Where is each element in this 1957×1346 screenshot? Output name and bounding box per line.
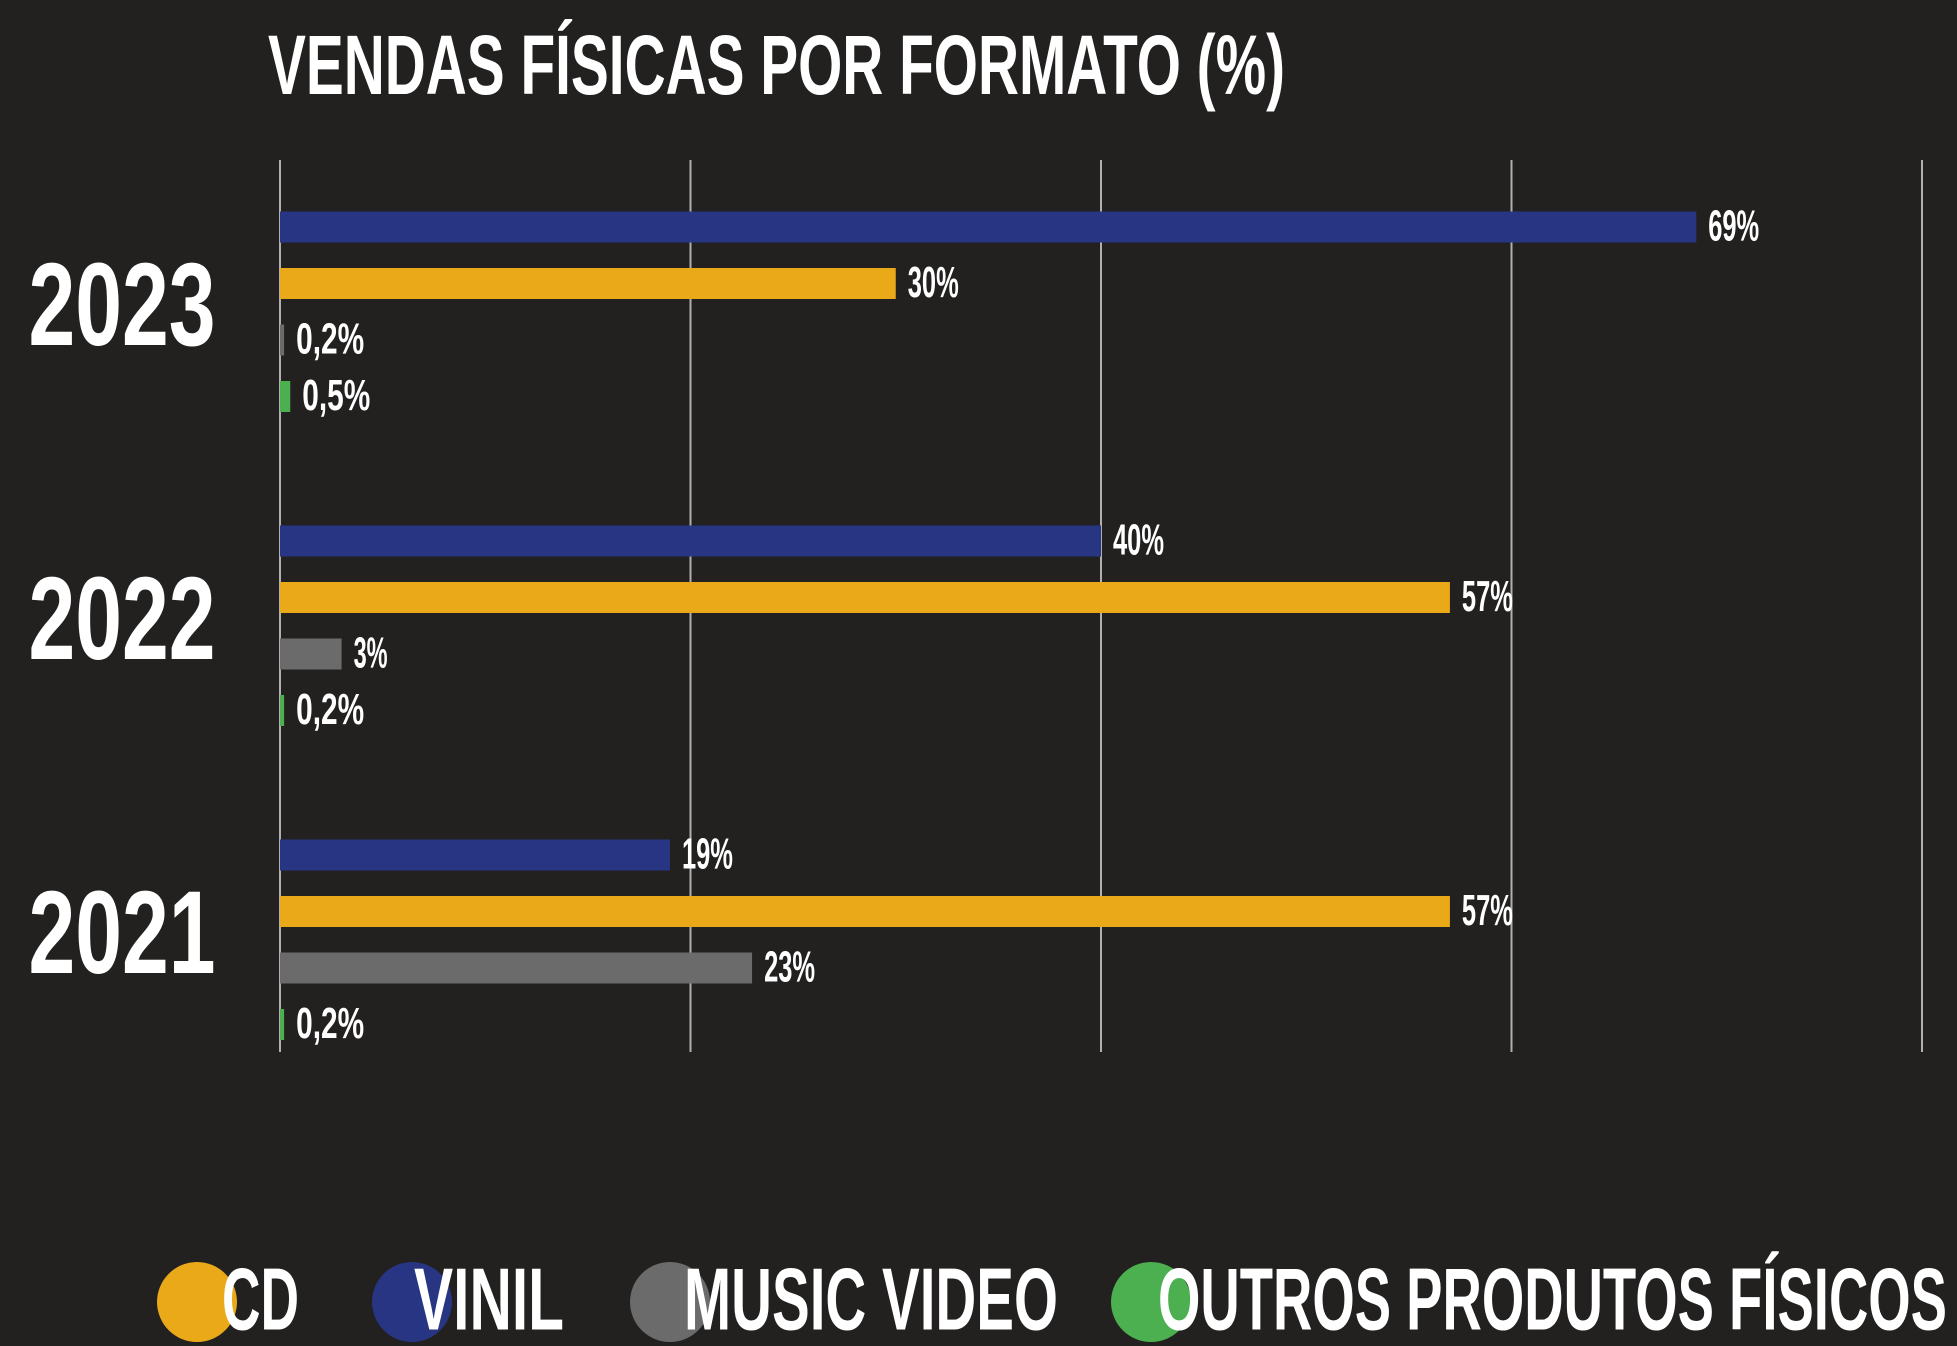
legend-label: VINIL xyxy=(414,1249,564,1346)
value-label: 0,2% xyxy=(296,315,364,364)
value-label: 0,2% xyxy=(296,685,364,734)
category-label: 2023 xyxy=(29,239,216,371)
value-label: 40% xyxy=(1113,516,1164,565)
bar xyxy=(280,381,291,412)
chart-title: VENDAS FÍSICAS POR FORMATO (%) xyxy=(268,18,1285,112)
legend-label: MUSIC VIDEO xyxy=(684,1249,1058,1346)
value-label: 19% xyxy=(682,830,733,879)
category-label: 2021 xyxy=(29,867,216,999)
bar xyxy=(280,896,1450,927)
value-label: 0,2% xyxy=(296,999,364,1048)
value-label: 57% xyxy=(1462,572,1513,621)
bar xyxy=(280,952,753,984)
category-label: 2022 xyxy=(29,553,216,685)
value-label: 57% xyxy=(1462,886,1513,935)
legend-swatch xyxy=(157,1262,237,1342)
value-label: 3% xyxy=(354,629,388,678)
value-label: 0,5% xyxy=(302,371,370,420)
bar xyxy=(280,695,285,726)
legend-swatch xyxy=(372,1262,452,1342)
bar xyxy=(280,1009,285,1040)
bar xyxy=(280,839,670,871)
legend-label: OUTROS PRODUTOS FÍSICOS xyxy=(1158,1249,1947,1346)
bar xyxy=(280,268,896,299)
bar xyxy=(280,638,342,670)
bar xyxy=(280,324,285,356)
value-label: 69% xyxy=(1708,202,1759,251)
bar xyxy=(280,211,1697,243)
legend-swatch xyxy=(630,1262,710,1342)
value-label: 23% xyxy=(764,943,815,992)
bar xyxy=(280,525,1101,557)
legend-label: CD xyxy=(222,1249,299,1346)
bar xyxy=(280,582,1450,613)
value-label: 30% xyxy=(908,258,959,307)
legend-swatch xyxy=(1111,1262,1191,1342)
